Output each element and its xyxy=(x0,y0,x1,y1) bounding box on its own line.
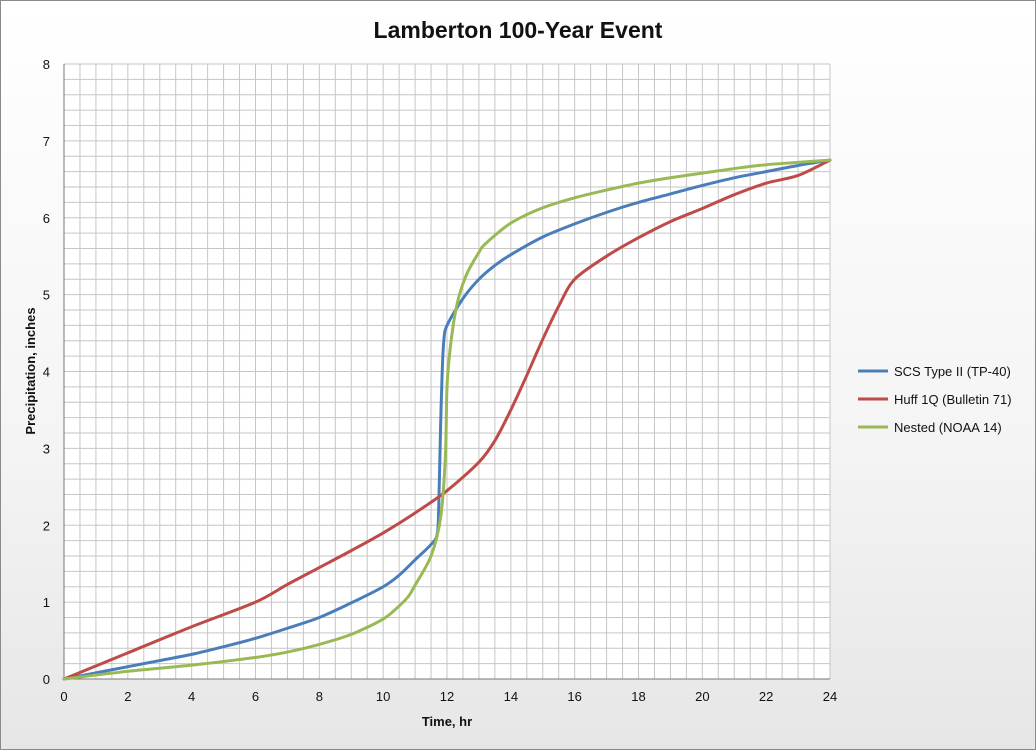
y-tick-label: 8 xyxy=(43,57,50,72)
gridlines xyxy=(63,63,831,680)
series-lines xyxy=(62,158,832,681)
axes xyxy=(63,64,830,680)
x-tick-label: 20 xyxy=(695,689,709,704)
series-line-3 xyxy=(62,158,832,681)
legend-label-2: Huff 1Q (Bulletin 71) xyxy=(894,392,1012,407)
chart-title: Lamberton 100-Year Event xyxy=(374,17,663,43)
x-tick-label: 24 xyxy=(823,689,837,704)
x-tick-label: 22 xyxy=(759,689,773,704)
x-tick-label: 14 xyxy=(504,689,518,704)
x-tick-label: 8 xyxy=(316,689,323,704)
x-tick-label: 6 xyxy=(252,689,259,704)
x-tick-label: 10 xyxy=(376,689,390,704)
x-tick-label: 2 xyxy=(124,689,131,704)
y-tick-label: 3 xyxy=(43,441,50,456)
x-tick-label: 0 xyxy=(60,689,67,704)
series-line-2 xyxy=(62,158,832,681)
y-axis-label: Precipitation, inches xyxy=(23,307,38,434)
series-line-1 xyxy=(62,158,832,681)
legend-label-1: SCS Type II (TP-40) xyxy=(894,364,1011,379)
y-tick-label: 0 xyxy=(43,672,50,687)
y-tick-label: 5 xyxy=(43,288,50,303)
x-tick-label: 16 xyxy=(567,689,581,704)
x-tick-label: 4 xyxy=(188,689,195,704)
x-tick-label: 18 xyxy=(631,689,645,704)
x-axis-label: Time, hr xyxy=(422,714,472,729)
y-tick-label: 1 xyxy=(43,595,50,610)
y-tick-label: 7 xyxy=(43,134,50,149)
legend-label-3: Nested (NOAA 14) xyxy=(894,420,1002,435)
x-tick-label: 12 xyxy=(440,689,454,704)
legend: SCS Type II (TP-40) Huff 1Q (Bulletin 71)… xyxy=(858,364,1012,435)
y-tick-label: 6 xyxy=(43,211,50,226)
y-tick-label: 2 xyxy=(43,518,50,533)
y-tick-label: 4 xyxy=(43,365,50,380)
